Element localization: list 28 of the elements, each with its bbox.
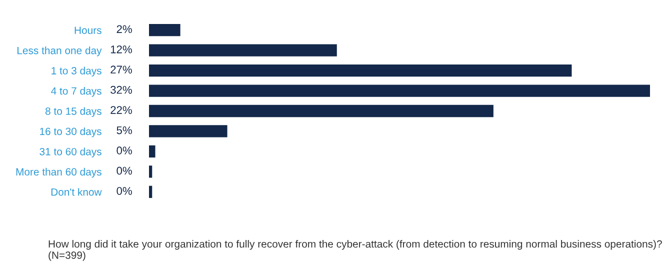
y-tick-label: Don't know	[51, 188, 102, 196]
data-label: 2%	[116, 25, 132, 34]
data-label: 32%	[110, 86, 132, 94]
bar	[149, 186, 152, 198]
y-tick-label: 16 to 30 days	[40, 127, 102, 138]
bar	[149, 24, 180, 36]
y-tick-label: 4 to 7 days	[51, 87, 102, 97]
y-tick-label: Hours	[74, 26, 102, 34]
y-tick-label: Less than one day	[18, 46, 102, 56]
y-tick-label: More than 60 days	[16, 168, 102, 178]
y-tick-label: 31 to 60 days	[40, 148, 102, 158]
data-label: 12%	[110, 45, 132, 54]
bar	[149, 104, 494, 118]
bar	[149, 125, 228, 138]
data-label: 0%	[116, 187, 132, 195]
data-label: 22%	[110, 106, 132, 114]
bar	[149, 166, 152, 178]
bar	[149, 64, 572, 77]
bar	[149, 84, 650, 97]
data-label: 0%	[116, 146, 132, 154]
y-tick-label: 8 to 15 days	[45, 107, 102, 117]
y-tick-label: 1 to 3 days	[52, 66, 102, 76]
data-label: 27%	[110, 66, 132, 74]
bar	[149, 44, 337, 56]
data-label: 5%	[116, 126, 132, 134]
text: How long did it take your organization to fully recover from the cyber-attack (from detection to resuming normal business operations)? (N=399)	[48, 240, 662, 261]
data-label: 0%	[116, 166, 132, 175]
bar	[149, 145, 156, 158]
